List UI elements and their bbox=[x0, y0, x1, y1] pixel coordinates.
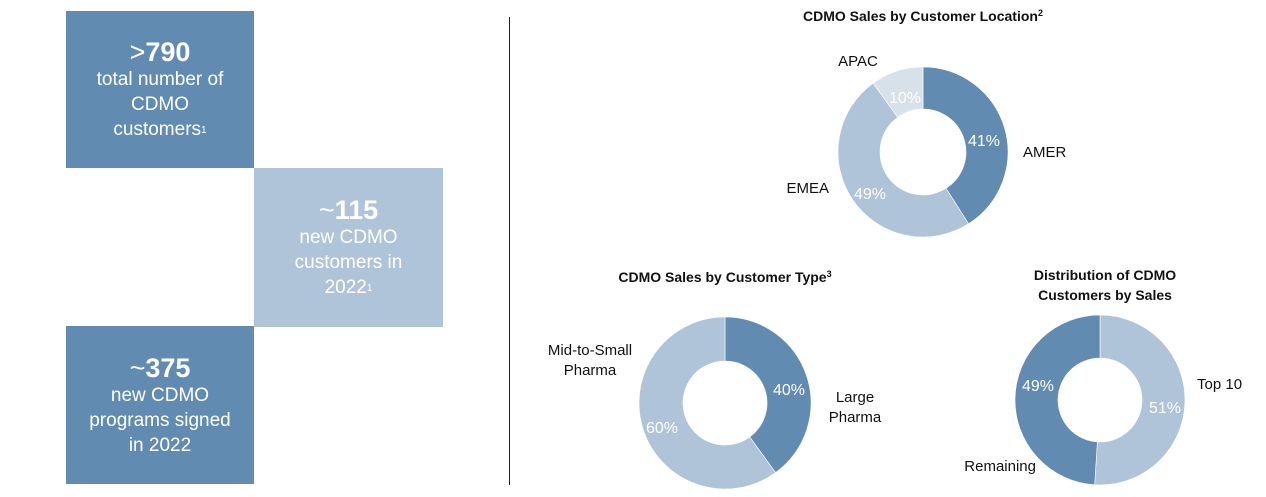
slice-percent-label: 49% bbox=[1022, 378, 1054, 395]
stat-box-new-customers: ~115 new CDMO customers in 20221 bbox=[254, 168, 443, 327]
footnote-marker: 1 bbox=[366, 283, 373, 294]
chart-title: Customers by Sales bbox=[1038, 287, 1172, 303]
slice-category-label: Large Pharma bbox=[829, 389, 882, 426]
chart-title: CDMO Sales by Customer Type3 bbox=[618, 269, 831, 285]
donut-slice-large-pharma bbox=[724, 316, 812, 473]
slice-percent-label: 60% bbox=[646, 420, 678, 437]
stat-description: new CDMO programs signed in 2022 bbox=[89, 384, 231, 456]
donut-slice-mid-to-small-pharma bbox=[638, 316, 776, 490]
slice-category-label: Top 10 bbox=[1197, 376, 1242, 393]
vertical-divider bbox=[509, 17, 510, 485]
donut-chart-2: CDMO Sales by Customer Type3 40% 60% Large P… bbox=[548, 269, 882, 490]
slice-category-label: Remaining bbox=[964, 458, 1036, 475]
slice-percent-label: 40% bbox=[773, 382, 805, 399]
donut-slice-emea bbox=[837, 82, 969, 238]
donut-slice-remaining bbox=[1014, 314, 1101, 486]
donut-chart-3: Distribution of CDMO Customers by Sales 51… bbox=[964, 267, 1242, 486]
slice-category-label: Mid-to-Small Pharma bbox=[548, 342, 632, 379]
slice-category-label: EMEA bbox=[786, 180, 829, 197]
slice-category-label: APAC bbox=[838, 53, 878, 70]
chart-title: Distribution of CDMO bbox=[1034, 267, 1176, 283]
donut-chart-1: CDMO Sales by Customer Location2 41% 49% 10… bbox=[786, 8, 1067, 238]
stat-description: total number of CDMO customers1 bbox=[96, 69, 224, 140]
stat-number: >790 bbox=[129, 37, 191, 67]
donut-slice-top-10 bbox=[1094, 314, 1186, 486]
stat-box-new-programs: ~375 new CDMO programs signed in 2022 bbox=[66, 326, 254, 484]
footnote-marker: 1 bbox=[201, 125, 207, 136]
stat-box-total-customers: >790 total number of CDMO customers1 bbox=[66, 11, 254, 168]
stat-number: ~115 bbox=[318, 195, 379, 225]
footnote-marker: 2 bbox=[1038, 8, 1043, 18]
donut-slice-apac bbox=[872, 66, 924, 118]
stat-description: new CDMO customers in 20221 bbox=[294, 227, 403, 298]
slice-percent-label: 51% bbox=[1149, 400, 1181, 417]
chart-title: CDMO Sales by Customer Location2 bbox=[803, 8, 1043, 24]
donut-slice-amer bbox=[922, 66, 1009, 225]
slice-percent-label: 10% bbox=[889, 90, 921, 107]
slice-percent-label: 41% bbox=[968, 133, 1000, 150]
slice-percent-label: 49% bbox=[854, 186, 886, 203]
footnote-marker: 3 bbox=[827, 269, 832, 279]
stat-number: ~375 bbox=[129, 352, 191, 383]
slice-category-label: AMER bbox=[1023, 144, 1067, 161]
